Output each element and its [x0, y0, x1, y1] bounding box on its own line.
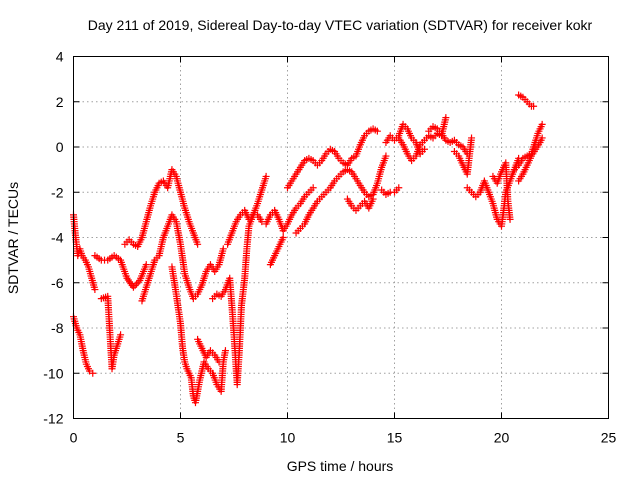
data-point-marker [117, 331, 125, 339]
data-point-marker [395, 184, 403, 192]
y-tick-label: -8 [51, 320, 64, 336]
y-axis-title: SDTVAR / TECUs [5, 182, 21, 294]
series-track-14 [292, 152, 390, 237]
data-point-marker [538, 134, 546, 142]
data-point-marker [129, 283, 137, 291]
data-point-marker [373, 127, 381, 135]
x-tick-label: 20 [494, 430, 510, 446]
series-track-3 [91, 252, 150, 291]
series-track-7 [168, 263, 229, 407]
series-track-20 [450, 134, 476, 178]
data-point-marker [215, 358, 223, 366]
data-point-marker [279, 234, 287, 241]
data-point-marker [89, 369, 97, 377]
data-point-marker [369, 195, 377, 203]
chart-title: Day 211 of 2019, Sidereal Day-to-day VTE… [88, 17, 593, 33]
series-track-13 [284, 125, 381, 192]
data-point-marker [442, 114, 450, 122]
x-tick-label: 0 [70, 430, 78, 446]
y-tick-label: 0 [56, 139, 64, 155]
series-track-11 [262, 184, 317, 235]
data-point-marker [131, 282, 139, 290]
data-point-marker [420, 145, 428, 153]
x-tick-label: 5 [177, 430, 185, 446]
series-track-1 [70, 211, 99, 294]
series-track-8 [194, 335, 223, 366]
series-track-6 [138, 211, 227, 305]
series-track-9 [209, 211, 266, 389]
data-point-marker [309, 184, 317, 192]
y-tick-label: -6 [51, 275, 64, 291]
series-track-10 [224, 172, 270, 248]
plot-frame [73, 56, 609, 419]
x-tick-label: 10 [280, 430, 296, 446]
data-point-marker [506, 215, 514, 223]
series-track-2 [70, 313, 97, 377]
series-track-4 [97, 292, 125, 373]
y-tick-label: 2 [56, 94, 64, 110]
data-point-marker [468, 134, 476, 142]
y-tick-label: -2 [51, 184, 64, 200]
series-track-15 [343, 195, 377, 214]
data-point-marker [91, 286, 99, 294]
series-track-19 [425, 123, 471, 158]
data-point-marker [133, 280, 141, 288]
series-track-22 [489, 159, 514, 223]
data-points [70, 91, 546, 407]
series-track-5 [121, 166, 202, 251]
y-tick-label: -12 [43, 411, 63, 427]
data-point-marker [134, 278, 142, 286]
data-point-marker [530, 102, 538, 110]
data-point-marker [382, 152, 390, 160]
y-tick-label: -4 [51, 230, 64, 246]
data-point-marker [538, 120, 546, 128]
x-tick-label: 25 [601, 430, 617, 446]
data-point-marker [142, 261, 150, 269]
series-track-16 [378, 184, 403, 199]
y-tick-label: 4 [56, 49, 64, 65]
x-tick-label: 15 [387, 430, 403, 446]
data-point-marker [221, 347, 229, 355]
data-point-marker [262, 172, 270, 180]
x-axis-title: GPS time / hours [287, 458, 394, 474]
grid [73, 56, 609, 419]
y-tick-label: -10 [43, 365, 63, 381]
series-track-12 [266, 234, 287, 269]
data-point-marker [194, 240, 202, 248]
axis-ticks: 0 5 10 15 20 25 -12 -10 -8 -6 -4 -2 0 2 4 [43, 49, 616, 446]
series-track-25 [515, 134, 546, 185]
data-point-marker [219, 245, 227, 253]
series-track-23 [515, 91, 538, 110]
